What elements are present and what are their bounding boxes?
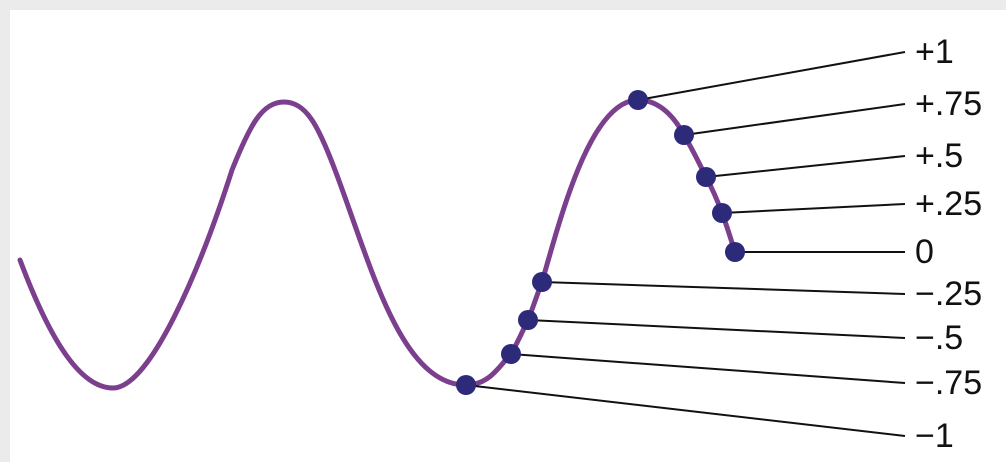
sample-point xyxy=(696,167,716,187)
level-label: +1 xyxy=(915,33,954,71)
leader-line xyxy=(683,103,906,136)
sample-point xyxy=(628,90,648,110)
sample-point xyxy=(712,203,732,223)
sine-wave-curve xyxy=(17,97,738,391)
sample-point xyxy=(725,242,745,262)
leader-line xyxy=(721,203,906,214)
leader-line xyxy=(465,384,906,437)
leader-line xyxy=(541,281,906,295)
level-label: −1 xyxy=(915,417,954,455)
level-label: +.75 xyxy=(915,85,982,123)
sample-point xyxy=(532,272,552,292)
level-label: −.75 xyxy=(915,364,982,402)
level-label: −.25 xyxy=(915,275,982,313)
sample-point xyxy=(501,344,521,364)
diagram-background xyxy=(10,10,1006,462)
level-label: +.5 xyxy=(915,137,963,175)
leader-line xyxy=(527,319,906,339)
leader-lines xyxy=(465,51,906,437)
level-label: +.25 xyxy=(915,185,982,223)
leader-line xyxy=(705,155,906,178)
leader-line xyxy=(637,51,906,101)
sample-point xyxy=(456,375,476,395)
sample-point xyxy=(518,310,538,330)
level-labels: +1 +.75 +.5 +.25 0 −.25 −.5 −.75 −1 xyxy=(915,33,982,455)
level-label: −.5 xyxy=(915,319,963,357)
sample-point xyxy=(674,125,694,145)
sample-points xyxy=(456,90,745,395)
level-label: 0 xyxy=(915,233,934,271)
leader-line xyxy=(510,353,906,384)
